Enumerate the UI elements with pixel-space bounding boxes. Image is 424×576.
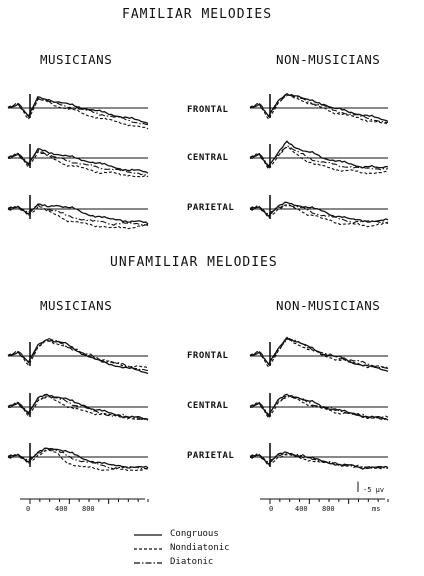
erp-series-diatonic — [7, 97, 149, 126]
erp-waveform-layer — [7, 92, 389, 504]
section-title-unfamiliar: UNFAMILIAR MELODIES — [110, 255, 278, 270]
erp-series-congruous — [7, 96, 149, 125]
erp-series-diatonic — [8, 396, 149, 421]
site-label-parietal-familiar: PARIETAL — [187, 203, 235, 213]
x-tick-label: 0 — [269, 505, 274, 513]
x-tick-label: 800 — [82, 505, 95, 513]
erp-series-diatonic — [249, 94, 389, 124]
group-label-nonmusicians-unfamiliar: NON-MUSICIANS — [276, 298, 381, 313]
erp-series-nondiatonic — [7, 340, 149, 370]
erp-series-diatonic — [249, 453, 389, 470]
site-label-central-familiar: CENTRAL — [187, 153, 229, 163]
erp-series-diatonic — [7, 448, 149, 470]
erp-series-diatonic — [8, 149, 149, 176]
site-label-frontal-unfamiliar: FRONTAL — [187, 351, 229, 361]
erp-series-nondiatonic — [7, 98, 149, 130]
group-label-musicians-unfamiliar: MUSICIANS — [40, 298, 113, 313]
erp-series-diatonic — [7, 203, 149, 226]
x-tick-label: 0 — [26, 505, 31, 513]
erp-series-congruous — [7, 447, 149, 469]
site-label-parietal-unfamiliar: PARIETAL — [187, 451, 235, 461]
x-unit-label: ms — [372, 505, 381, 513]
x-tick-label: 400 — [295, 505, 308, 513]
site-label-frontal-familiar: FRONTAL — [187, 105, 229, 115]
erp-series-nondiatonic — [249, 395, 389, 420]
erp-series-nondiatonic — [249, 204, 389, 228]
erp-series-diatonic — [249, 338, 389, 369]
site-label-central-unfamiliar: CENTRAL — [187, 401, 229, 411]
legend-label-diatonic: Diatonic — [170, 557, 214, 567]
group-label-musicians-familiar: MUSICIANS — [40, 52, 113, 67]
erp-series-diatonic — [249, 205, 389, 224]
erp-series-nondiatonic — [7, 449, 149, 472]
scale-bar-label: -5 µv — [363, 486, 385, 494]
section-title-familiar: FAMILIAR MELODIES — [122, 7, 273, 22]
erp-series-diatonic — [250, 145, 389, 171]
erp-series-nondiatonic — [249, 146, 389, 175]
erp-series-congruous — [7, 148, 149, 174]
erp-series-congruous — [7, 338, 149, 375]
erp-series-congruous — [249, 140, 389, 169]
erp-series-nondiatonic — [249, 94, 389, 126]
group-label-nonmusicians-familiar: NON-MUSICIANS — [276, 52, 381, 67]
x-tick-label: 800 — [322, 505, 335, 513]
legend-label-nondiatonic: Nondiatonic — [170, 543, 230, 553]
erp-series-congruous — [249, 92, 389, 122]
x-tick-label: 400 — [55, 505, 68, 513]
erp-series-nondiatonic — [249, 338, 389, 370]
legend-label-congruous: Congruous — [170, 529, 219, 539]
erp-series-nondiatonic — [7, 395, 149, 421]
erp-series-nondiatonic — [7, 205, 149, 230]
erp-series-congruous — [7, 203, 149, 225]
erp-series-diatonic — [7, 338, 149, 372]
erp-series-nondiatonic — [7, 150, 149, 178]
